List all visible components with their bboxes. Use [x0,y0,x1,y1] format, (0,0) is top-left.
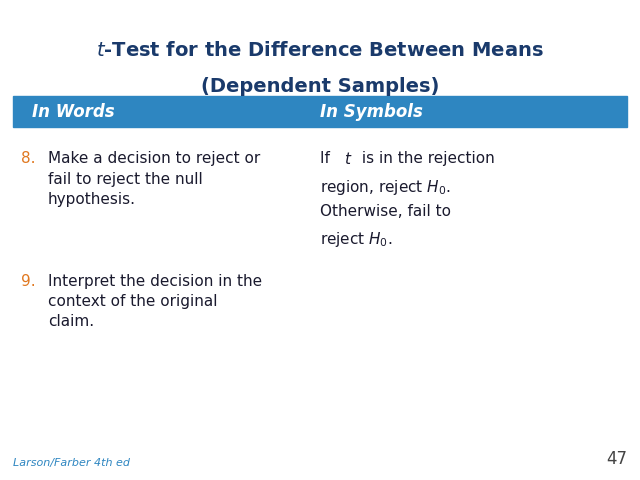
Text: Otherwise, fail to: Otherwise, fail to [320,204,451,219]
Text: 9.: 9. [20,274,35,288]
Text: reject $H_0$.: reject $H_0$. [320,230,392,250]
Text: Larson/Farber 4th ed: Larson/Farber 4th ed [13,458,130,468]
Text: If: If [320,151,335,166]
Text: Make a decision to reject or
fail to reject the null
hypothesis.: Make a decision to reject or fail to rej… [48,151,260,207]
Text: In Words: In Words [32,103,115,120]
Text: 47: 47 [606,450,627,468]
Text: 8.: 8. [20,151,35,166]
Text: $\mathit{t}$-Test for the Difference Between Means: $\mathit{t}$-Test for the Difference Bet… [96,41,544,60]
Text: Interpret the decision in the
context of the original
claim.: Interpret the decision in the context of… [48,274,262,329]
FancyBboxPatch shape [13,96,627,127]
Text: $\mathit{t}$: $\mathit{t}$ [344,151,352,167]
Text: (Dependent Samples): (Dependent Samples) [201,77,439,96]
Text: region, reject $H_0$.: region, reject $H_0$. [320,178,451,197]
Text: In Symbols: In Symbols [320,103,423,120]
Text: is in the rejection: is in the rejection [357,151,495,166]
